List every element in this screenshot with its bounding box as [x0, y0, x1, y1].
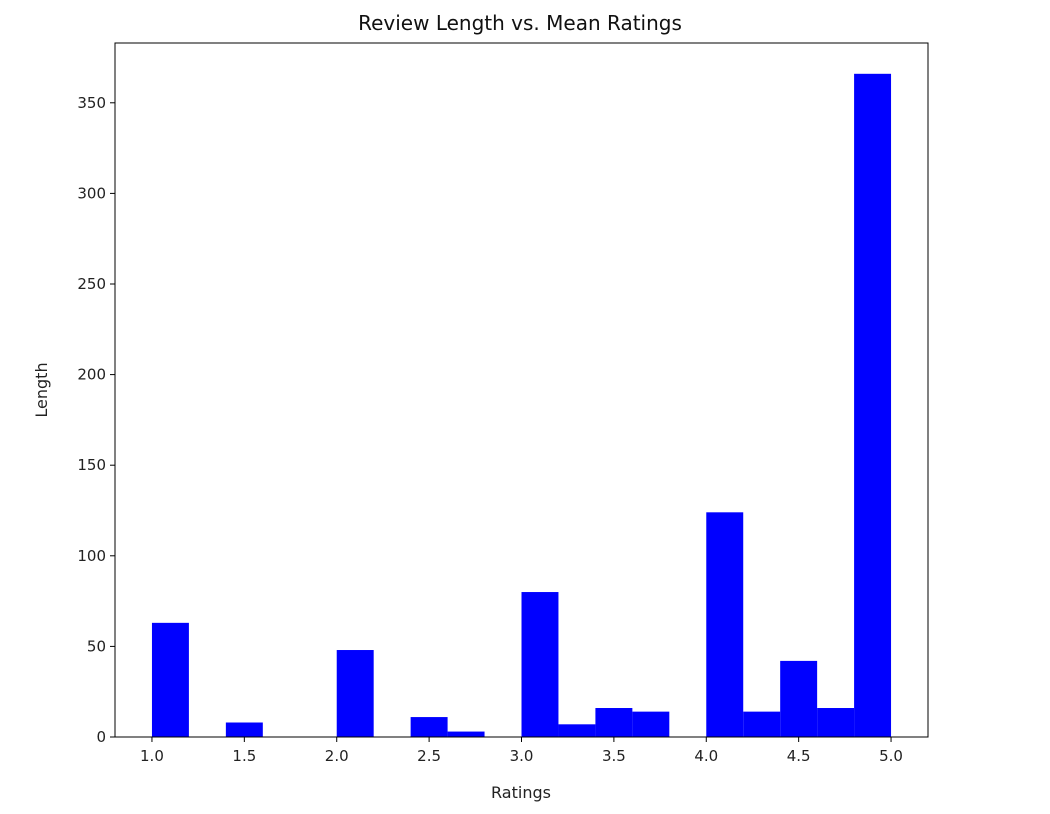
- bar-bin-8: [447, 731, 485, 737]
- x-tick-label-0: 1.0: [140, 747, 164, 765]
- bar-bin-2: [225, 722, 263, 737]
- y-tick-label-6: 300: [77, 184, 106, 202]
- y-tick-label-1: 50: [87, 637, 106, 655]
- x-tick-label-2: 2.0: [325, 747, 349, 765]
- x-tick-label-7: 4.5: [787, 747, 811, 765]
- x-tick-label-5: 3.5: [602, 747, 626, 765]
- bar-bin-10: [521, 592, 559, 737]
- bars-group: [151, 73, 892, 737]
- bar-bin-5: [336, 650, 374, 737]
- x-axis-ticks: 1.0 1.5 2.0 2.5 3.0 3.5 4.0 4.5 5.0: [140, 737, 903, 765]
- bar-bin-12: [595, 708, 633, 737]
- bar-bin-18: [817, 708, 855, 737]
- y-tick-label-0: 0: [96, 728, 106, 746]
- bar-bin-0: [151, 622, 189, 737]
- y-tick-label-2: 100: [77, 547, 106, 565]
- bar-bin-11: [558, 724, 596, 737]
- bar-bin-7: [410, 717, 448, 737]
- y-axis-label: Length: [32, 362, 51, 417]
- x-axis-label: Ratings: [491, 783, 551, 802]
- bar-bin-17: [780, 660, 818, 737]
- y-tick-label-3: 150: [77, 456, 106, 474]
- y-axis-ticks: 0 50 100 150 200 250 300 350: [77, 94, 115, 746]
- y-tick-label-7: 350: [77, 94, 106, 112]
- bar-bin-19: [854, 73, 892, 737]
- x-tick-label-4: 3.0: [510, 747, 534, 765]
- bar-bin-15: [706, 512, 744, 737]
- x-tick-label-1: 1.5: [232, 747, 256, 765]
- y-tick-label-4: 200: [77, 366, 106, 384]
- y-tick-label-5: 250: [77, 275, 106, 293]
- chart-title: Review Length vs. Mean Ratings: [358, 11, 682, 35]
- x-tick-label-6: 4.0: [694, 747, 718, 765]
- bar-bin-16: [743, 711, 781, 737]
- bar-bin-13: [632, 711, 670, 737]
- x-tick-label-8: 5.0: [879, 747, 903, 765]
- x-tick-label-3: 2.5: [417, 747, 441, 765]
